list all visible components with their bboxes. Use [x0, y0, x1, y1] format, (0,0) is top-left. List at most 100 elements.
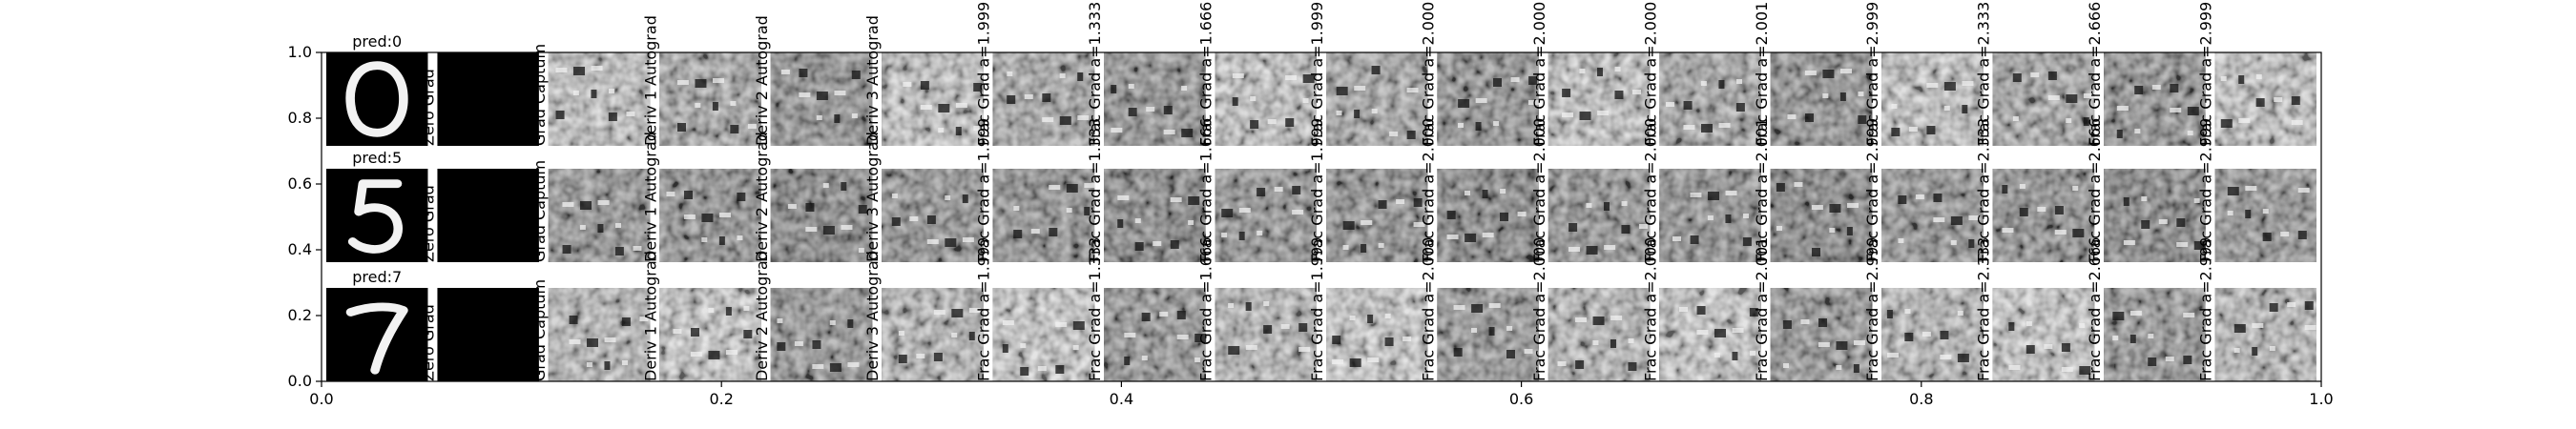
- gradient-map: [1881, 169, 1984, 262]
- gradient-map: [1326, 288, 1428, 381]
- panel-label: Frac Grad a=2.000: [1419, 237, 1437, 381]
- digit-stroke: [345, 61, 408, 137]
- panel-r2-c11: Frac Grad a=2.000: [1530, 237, 1651, 381]
- panel-label: Grad Captum: [530, 44, 549, 146]
- y-tick-label: 1.0: [288, 43, 312, 61]
- main-axes: 0.0 0.2 0.4 0.6 0.8 1.0 0.0 0.2 0.4 0.6 0.8 1.0: [288, 43, 2334, 408]
- panel-r1-c16: Frac Grad a=2.666: [2086, 118, 2206, 262]
- panel-label: Frac Grad a=2.000: [1641, 118, 1659, 262]
- panel-r2-c14: Frac Grad a=2.999: [1863, 237, 1984, 381]
- pred-title: pred:7: [352, 268, 402, 286]
- panel-r0-c15: Frac Grad a=2.333: [1975, 2, 2095, 146]
- gradient-map: [1215, 52, 1317, 146]
- digit-stroke: [345, 302, 408, 375]
- panel-r0-c7: Frac Grad a=1.333: [1086, 2, 1206, 146]
- panel-label: Frac Grad a=1.999: [1308, 2, 1326, 146]
- panel-label: Deriv 1 Autograd: [641, 132, 659, 262]
- panel-r2-c9: Frac Grad a=1.999: [1308, 237, 1428, 381]
- panel-label: Frac Grad a=1.666: [1197, 237, 1215, 381]
- gradient-map: [882, 52, 984, 146]
- panel-r1-c4: Deriv 2 Autograd: [753, 132, 873, 262]
- panel-label: Frac Grad a=2.001: [1753, 118, 1771, 262]
- panel-r0-c6: Frac Grad a=1.999: [975, 2, 1095, 146]
- panel-r2-c0: pred:7: [326, 268, 428, 381]
- panel-label: Deriv 2 Autograd: [753, 251, 771, 381]
- panel-label: Frac Grad a=2.999: [1863, 118, 1881, 262]
- panel-label: Zero Grad: [419, 185, 437, 262]
- panel-r1-c3: Deriv 1 Autograd: [641, 132, 761, 262]
- panel-label: Frac Grad a=2.000: [1530, 2, 1548, 146]
- pred-title: pred:5: [352, 149, 402, 167]
- panel-label: Frac Grad a=2.999: [1863, 237, 1881, 381]
- y-tick-label: 0.8: [288, 109, 312, 127]
- gradient-map: [1770, 52, 1873, 146]
- gradient-map: [1548, 52, 1651, 146]
- panel-r0-c2: Grad Captum: [530, 44, 651, 146]
- panel-label: Frac Grad a=2.666: [2086, 118, 2104, 262]
- gradient-map: [2104, 169, 2206, 262]
- panel-label: Frac Grad a=2.999: [1863, 2, 1881, 146]
- panel-label: Frac Grad a=1.999: [975, 118, 993, 262]
- panel-label: Frac Grad a=1.666: [1197, 118, 1215, 262]
- gradient-map: [1659, 288, 1761, 381]
- panel-label: Frac Grad a=1.999: [1308, 118, 1326, 262]
- panel-r1-c8: Frac Grad a=1.666: [1197, 118, 1317, 262]
- gradient-map: [1992, 52, 2095, 146]
- panel-r0-c11: Frac Grad a=2.000: [1530, 2, 1651, 146]
- panel-label: Frac Grad a=2.000: [1419, 2, 1437, 146]
- panel-label: Frac Grad a=2.333: [1975, 118, 1993, 262]
- panel-r1-c0: pred:5: [326, 149, 428, 262]
- panel-label: Zero Grad: [419, 304, 437, 381]
- panel-label: Zero Grad: [419, 69, 437, 146]
- panel-label: Frac Grad a=1.999: [975, 2, 993, 146]
- panel-r0-c17: Frac Grad a=2.999: [2197, 2, 2316, 146]
- panel-r1-c15: Frac Grad a=2.333: [1975, 118, 2095, 262]
- gradient-map: [1992, 288, 2095, 381]
- pred-title: pred:0: [352, 32, 402, 51]
- panel-r0-c0: pred:0: [326, 32, 428, 146]
- panel-r0-c5: Deriv 3 Autograd: [863, 15, 984, 146]
- gradient-map: [1326, 169, 1428, 262]
- gradient-map: [1992, 169, 2095, 262]
- image-grid: pred:0 Zero Grad Grad Captum Deriv 1 Autogr…: [326, 2, 2316, 381]
- panel-r2-c6: Frac Grad a=1.999: [975, 237, 1095, 381]
- panel-label: Frac Grad a=2.000: [1641, 237, 1659, 381]
- y-tick-label: 0.4: [288, 240, 312, 258]
- y-tick-label: 0.0: [288, 372, 312, 390]
- panel-r1-c11: Frac Grad a=2.000: [1530, 118, 1651, 262]
- panel-r1-c2: Grad Captum: [530, 160, 651, 262]
- gradient-map: [992, 288, 1095, 381]
- panel-label: Frac Grad a=1.333: [1086, 2, 1104, 146]
- gradient-map: [2214, 52, 2316, 146]
- panel-r1-c9: Frac Grad a=1.999: [1308, 118, 1428, 262]
- panel-label: Deriv 1 Autograd: [641, 251, 659, 381]
- digit-stroke: [347, 179, 404, 254]
- gradient-map: [770, 169, 873, 262]
- panel-label: Frac Grad a=2.333: [1975, 2, 1993, 146]
- gradient-map: [1770, 169, 1873, 262]
- panel-label: Frac Grad a=1.999: [1308, 237, 1326, 381]
- panel-label: Frac Grad a=2.000: [1530, 118, 1548, 262]
- panel-r2-c4: Deriv 2 Autograd: [753, 251, 873, 381]
- panel-r0-c10: Frac Grad a=2.000: [1419, 2, 1540, 146]
- gradient-map: [2104, 288, 2206, 381]
- panel-label: Frac Grad a=2.001: [1753, 237, 1771, 381]
- gradient-map: [659, 52, 761, 146]
- panel-r0-c8: Frac Grad a=1.666: [1197, 2, 1317, 146]
- gradient-map: [992, 169, 1095, 262]
- panel-label: Frac Grad a=2.000: [1419, 118, 1437, 262]
- panel-r0-c4: Deriv 2 Autograd: [753, 15, 873, 146]
- panel-r2-c15: Frac Grad a=2.333: [1975, 237, 2095, 381]
- x-tick-label: 0.8: [1909, 390, 1933, 408]
- panel-r2-c10: Frac Grad a=2.000: [1419, 237, 1539, 381]
- panel-r1-c5: Deriv 3 Autograd: [863, 132, 984, 262]
- gradient-map: [1548, 169, 1651, 262]
- axes-frame: [321, 51, 2322, 382]
- panel-label: Deriv 3 Autograd: [863, 132, 882, 262]
- panel-label: Frac Grad a=2.333: [1975, 237, 1993, 381]
- panel-label: Frac Grad a=1.666: [1197, 2, 1215, 146]
- gradient-map: [548, 288, 651, 381]
- panel-r2-c12: Frac Grad a=2.000: [1641, 237, 1761, 381]
- panel-label: Frac Grad a=1.333: [1086, 237, 1104, 381]
